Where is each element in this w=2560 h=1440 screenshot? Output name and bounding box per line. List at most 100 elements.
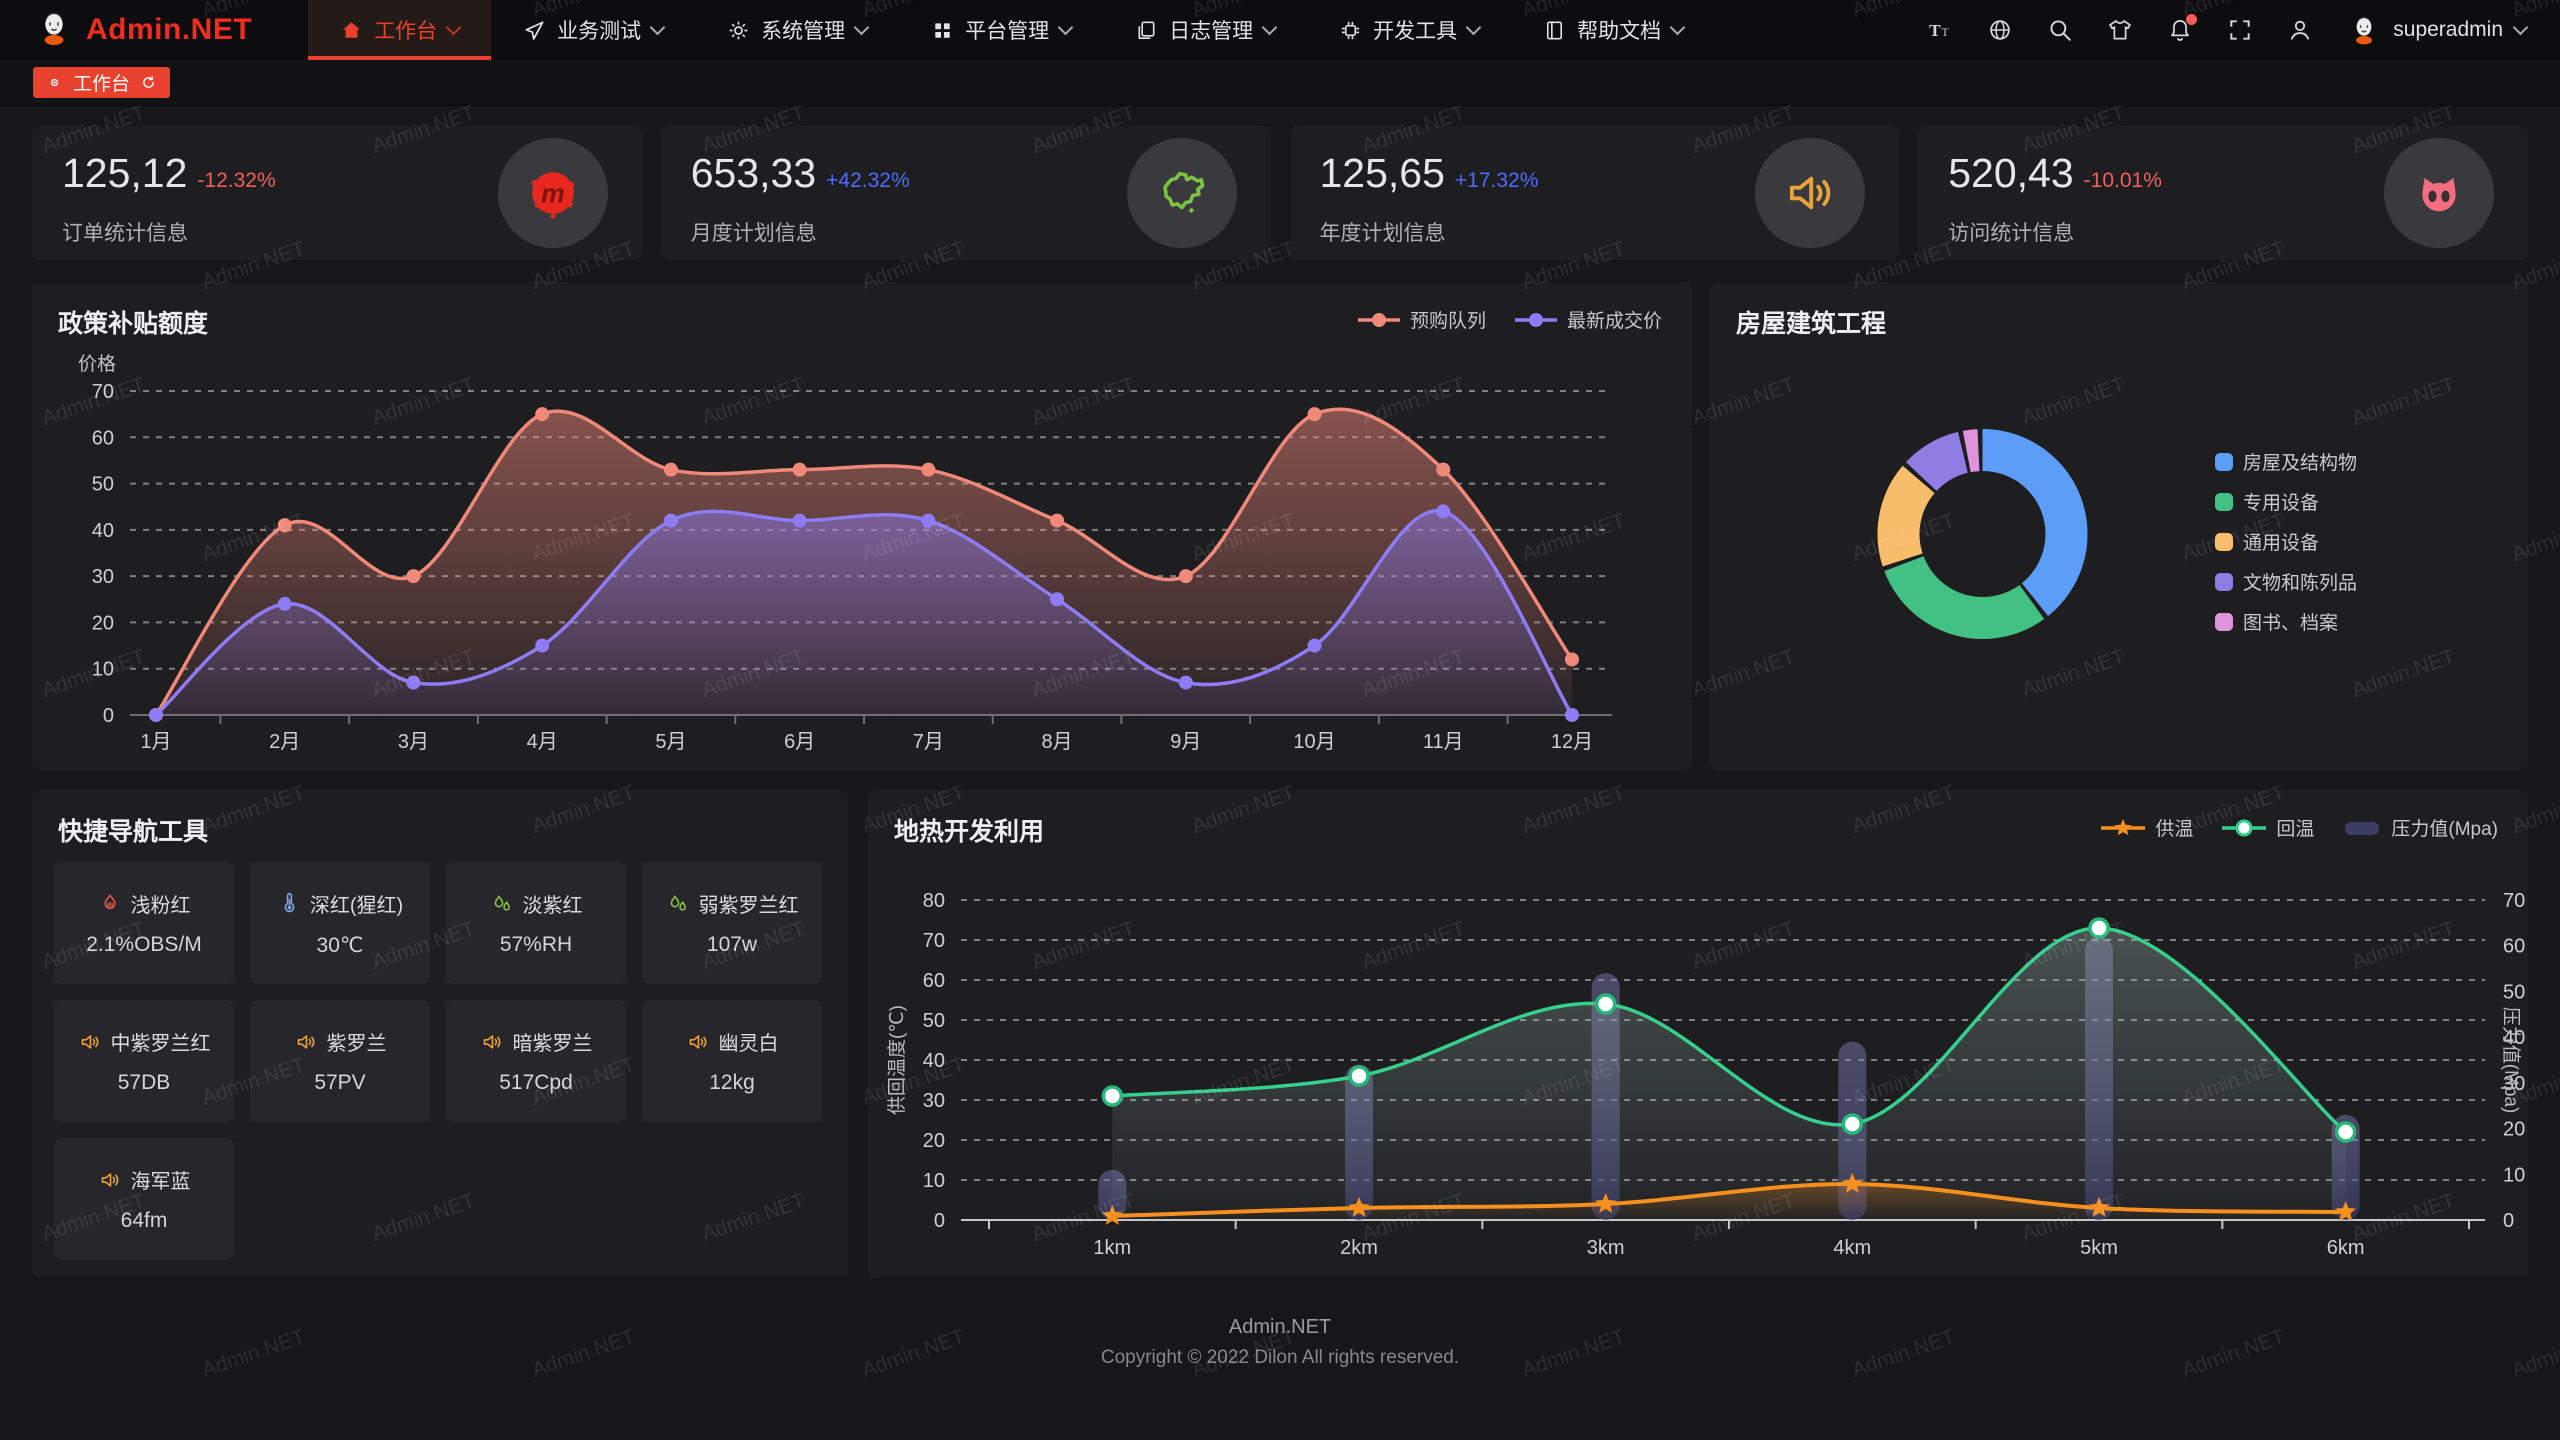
tool-value: 517Cpd [499,1071,573,1094]
legend-item[interactable]: 房屋及结构物 [2215,448,2357,475]
legend-label: 最新成交价 [1566,311,1662,332]
quick-nav-card-6[interactable]: 紫罗兰 57PV [250,1000,430,1122]
grid-icon [935,22,950,38]
gear-icon [729,21,748,39]
quick-nav-card-2[interactable]: 深红(猩红) 30℃ [250,862,430,984]
svg-text:3km: 3km [1587,1237,1625,1259]
stat-card-4[interactable]: 520,43 -10.01% 访问统计信息 [1918,126,2528,260]
tool-value: 12kg [709,1071,755,1094]
stat-delta: -10.01% [2083,169,2162,192]
svg-text:4km: 4km [1833,1237,1871,1259]
svg-text:11月: 11月 [1423,731,1464,753]
stat-card-1[interactable]: 125,12 -12.32% 订单统计信息 m [32,126,642,260]
chevron-down-icon [1465,19,1482,35]
menu-item-7[interactable]: 帮助文档 [1511,0,1715,60]
fullscreen-icon [2230,20,2250,40]
quick-nav-card-4[interactable]: 弱紫罗兰红 107w [642,862,822,984]
quick-nav-card-9[interactable]: 海军蓝 64fm [54,1138,234,1260]
svg-text:30: 30 [92,566,114,588]
legend-swatch [2215,612,2233,631]
policy-subsidy-line-chart[interactable]: 价格 0 10 20 30 40 50 60 70 1月 2月 3月 4月 5月 6月 7月 8月 9月 10月 11… [32,282,1692,770]
svg-text:70: 70 [92,381,114,403]
svg-text:40: 40 [92,520,114,542]
tool-label: 紫罗兰 [326,1033,387,1055]
menu-item-3[interactable]: 系统管理 [695,0,899,60]
charts-row: 政策补贴额度 预购队列 最新成交价 价格 0 10 20 30 40 50 60 70 1月 2月 3月… [32,282,2528,770]
speaker-icon [297,1034,314,1049]
stat-icon-circle [2384,138,2494,248]
user-icon-button[interactable] [2287,17,2313,43]
menu-item-label: 业务测试 [557,20,642,43]
legend-item[interactable]: 图书、档案 [2215,608,2357,635]
menu-item-1[interactable]: 工作台 [308,0,492,60]
speaker-icon [1790,176,1831,210]
stat-value: 125,65 [1319,150,1445,196]
menu-item-5[interactable]: 日志管理 [1103,0,1307,60]
line-chart-legend: 预购队列 最新成交价 [1357,306,1662,333]
stat-cards-row: 125,12 -12.32% 订单统计信息 m 653,33 +42.32% 月度计划信息 1… [32,126,2528,260]
quick-nav-card-1[interactable]: 浅粉红 2.1%OBS/M [54,862,234,984]
legend-label: 图书、档案 [2243,613,2339,634]
quick-nav-card-5[interactable]: 中紫罗兰红 57DB [54,1000,234,1122]
legend-item[interactable]: 回温 [2221,814,2314,841]
thermometer-icon [284,892,295,913]
menu-item-6[interactable]: 开发工具 [1307,0,1511,60]
theme-icon-button[interactable] [2107,17,2133,43]
stat-card-2[interactable]: 653,33 +42.32% 月度计划信息 [660,126,1271,260]
notification-icon-button[interactable] [2167,14,2198,43]
legend-item[interactable]: 文物和陈列品 [2215,568,2357,595]
stat-card-3[interactable]: 125,65 +17.32% 年度计划信息 [1289,126,1900,260]
language-icon-button[interactable] [1987,17,2013,43]
search-icon [2050,20,2071,41]
quick-nav-card-3[interactable]: 淡紫红 57%RH [446,862,626,984]
svg-text:80: 80 [923,890,945,912]
svg-text:0: 0 [2503,1210,2514,1232]
quick-nav-card-7[interactable]: 暗紫罗兰 517Cpd [446,1000,626,1122]
legend-item[interactable]: 专用设备 [2215,488,2357,515]
menu-item-4[interactable]: 平台管理 [899,0,1103,60]
legend-item[interactable]: 预购队列 [1357,306,1486,333]
svg-text:6月: 6月 [784,731,815,753]
brand-mascot-icon [34,8,74,53]
svg-text:供回温度(℃): 供回温度(℃) [886,1005,908,1115]
quick-nav-card-8[interactable]: 幽灵白 12kg [642,1000,822,1122]
geo-chart-legend: 供温 回温 压力值(Mpa) [2100,814,2498,841]
svg-text:12月: 12月 [1551,731,1593,753]
geothermal-mixed-chart[interactable]: 0 10 20 30 40 50 60 70 80 0 10 20 30 40 50 60 70 供回温度(℃) 压… [868,790,2528,1278]
policy-subsidy-panel: 政策补贴额度 预购队列 最新成交价 价格 0 10 20 30 40 50 60 70 1月 2月 3月… [32,282,1692,770]
menu-item-2[interactable]: 业务测试 [491,0,695,60]
svg-text:60: 60 [2503,936,2525,958]
china-map-icon [1162,171,1204,214]
svg-text:2km: 2km [1340,1237,1378,1259]
quick-nav-panel: 快捷导航工具 浅粉红 2.1%OBS/M 深红(猩红) 30℃ 淡紫红 57%RH 弱紫罗兰… [32,790,848,1278]
brand-logo[interactable]: Admin.NET [0,0,308,60]
legend-swatch [2215,492,2233,511]
username: superadmin [2393,18,2503,41]
legend-item[interactable]: 供温 [2100,814,2193,841]
svg-text:50: 50 [923,1010,945,1032]
tab-工作台[interactable]: 工作台 [33,67,171,98]
user-menu[interactable]: superadmin [2347,13,2529,47]
stat-icon-circle [1126,138,1237,248]
fullscreen-icon-button[interactable] [2227,17,2253,43]
building-project-donut-chart[interactable] [1710,282,2528,770]
panel-title: 快捷导航工具 [58,818,209,846]
legend-label: 文物和陈列品 [2243,573,2358,594]
stat-delta: +42.32% [826,169,910,192]
svg-text:10月: 10月 [1293,731,1335,753]
stat-value: 653,33 [690,150,817,196]
search-icon-button[interactable] [2047,17,2073,43]
menu-item-label: 开发工具 [1373,20,1458,43]
theme-icon [2109,20,2132,40]
tool-label: 弱紫罗兰红 [698,895,799,917]
legend-item[interactable]: 通用设备 [2215,528,2357,555]
chevron-down-icon [649,19,666,35]
legend-item[interactable]: 压力值(Mpa) [2342,814,2498,841]
quick-nav-grid: 浅粉红 2.1%OBS/M 深红(猩红) 30℃ 淡紫红 57%RH 弱紫罗兰红 107w 中紫… [54,862,826,1260]
legend-item[interactable]: 最新成交价 [1514,306,1662,333]
legend-swatch [2215,452,2233,471]
svg-text:7月: 7月 [913,731,944,753]
legend-label: 预购队列 [1409,311,1486,332]
notification-icon [2171,20,2190,41]
